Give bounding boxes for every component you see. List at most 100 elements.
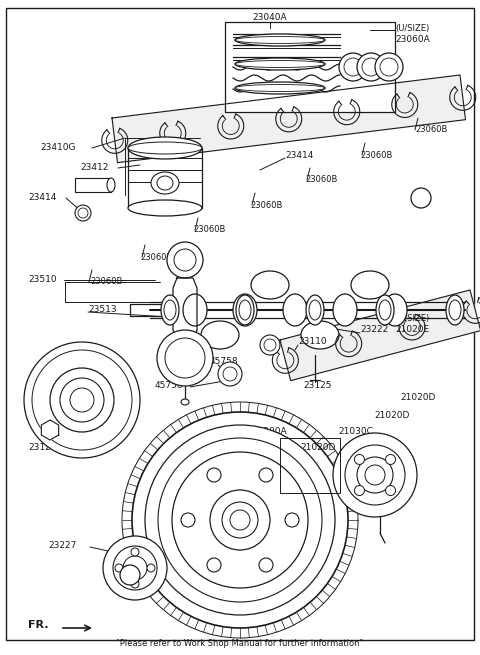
Text: 21020E: 21020E	[395, 326, 429, 335]
Circle shape	[259, 558, 273, 572]
Ellipse shape	[333, 294, 357, 326]
Ellipse shape	[128, 142, 202, 154]
Text: (U/SIZE): (U/SIZE)	[395, 24, 429, 33]
Ellipse shape	[235, 60, 325, 67]
Ellipse shape	[376, 295, 394, 325]
Text: 23060B: 23060B	[193, 225, 226, 234]
Circle shape	[218, 362, 242, 386]
Ellipse shape	[151, 172, 179, 194]
Ellipse shape	[128, 200, 202, 216]
Circle shape	[357, 53, 385, 81]
Polygon shape	[41, 420, 59, 440]
Text: 23414: 23414	[28, 193, 56, 202]
Text: (U/SIZE): (U/SIZE)	[395, 314, 429, 322]
Polygon shape	[173, 278, 197, 340]
Text: 23222: 23222	[360, 326, 388, 335]
Circle shape	[132, 412, 348, 628]
Circle shape	[32, 350, 132, 450]
Ellipse shape	[379, 300, 391, 320]
Text: 21020D: 21020D	[300, 443, 336, 451]
Circle shape	[60, 378, 104, 422]
Text: 23227: 23227	[48, 540, 76, 550]
Ellipse shape	[306, 295, 324, 325]
Circle shape	[365, 465, 385, 485]
Text: 23060B: 23060B	[90, 278, 122, 286]
Ellipse shape	[235, 34, 325, 46]
Polygon shape	[112, 75, 466, 162]
Circle shape	[354, 485, 364, 496]
Text: "Please refer to Work Shop Manual for further information": "Please refer to Work Shop Manual for fu…	[116, 639, 364, 648]
Circle shape	[113, 546, 157, 590]
Text: 23200A: 23200A	[252, 428, 287, 436]
Bar	[225, 22, 395, 112]
Ellipse shape	[283, 294, 307, 326]
Circle shape	[78, 208, 88, 218]
Circle shape	[259, 468, 273, 482]
Circle shape	[120, 565, 140, 585]
Text: 23060B: 23060B	[360, 151, 392, 160]
Circle shape	[375, 53, 403, 81]
Circle shape	[131, 548, 139, 556]
Text: 23510: 23510	[28, 276, 57, 284]
Ellipse shape	[239, 300, 251, 320]
Circle shape	[167, 242, 203, 278]
Ellipse shape	[449, 300, 461, 320]
Ellipse shape	[157, 176, 173, 190]
Circle shape	[115, 564, 123, 572]
Circle shape	[123, 556, 147, 580]
Text: 23410G: 23410G	[40, 143, 75, 153]
Ellipse shape	[201, 321, 239, 349]
Circle shape	[222, 502, 258, 538]
Circle shape	[333, 433, 417, 517]
Text: 23414: 23414	[285, 151, 313, 160]
Circle shape	[339, 53, 367, 81]
Circle shape	[174, 249, 196, 271]
Circle shape	[207, 558, 221, 572]
Text: 23060B: 23060B	[250, 200, 282, 210]
Ellipse shape	[161, 295, 179, 325]
Circle shape	[264, 339, 276, 351]
Text: 23060B: 23060B	[305, 176, 337, 185]
Text: 23060B: 23060B	[415, 126, 447, 134]
Ellipse shape	[235, 37, 325, 43]
Circle shape	[230, 510, 250, 530]
Ellipse shape	[301, 321, 339, 349]
Circle shape	[165, 338, 205, 378]
Text: 23060B: 23060B	[140, 252, 172, 261]
Circle shape	[260, 335, 280, 355]
Text: 21020D: 21020D	[400, 394, 435, 403]
Circle shape	[385, 455, 396, 464]
Circle shape	[210, 490, 270, 550]
Text: 21020D: 21020D	[374, 411, 409, 419]
Text: 23412: 23412	[80, 164, 108, 172]
Ellipse shape	[309, 300, 321, 320]
Ellipse shape	[446, 295, 464, 325]
Circle shape	[24, 342, 140, 458]
Text: 23060A: 23060A	[395, 35, 430, 45]
Circle shape	[75, 205, 91, 221]
Text: 23513: 23513	[88, 305, 117, 314]
Circle shape	[223, 367, 237, 381]
Ellipse shape	[235, 58, 325, 70]
Text: 23127B: 23127B	[28, 443, 62, 453]
Circle shape	[158, 438, 322, 602]
Ellipse shape	[233, 294, 257, 326]
Text: 21020D: 21020D	[268, 457, 303, 466]
Ellipse shape	[251, 271, 289, 299]
Ellipse shape	[235, 84, 325, 92]
Circle shape	[70, 388, 94, 412]
Ellipse shape	[351, 271, 389, 299]
Circle shape	[181, 513, 195, 527]
Circle shape	[362, 58, 380, 76]
Circle shape	[285, 513, 299, 527]
Circle shape	[157, 330, 213, 386]
Text: 23226B: 23226B	[358, 451, 393, 460]
Circle shape	[145, 425, 335, 615]
Circle shape	[411, 188, 431, 208]
Circle shape	[344, 58, 362, 76]
Text: A: A	[418, 193, 424, 202]
Text: 23110: 23110	[298, 337, 326, 346]
Bar	[75, 178, 111, 192]
Circle shape	[345, 445, 405, 505]
Circle shape	[50, 368, 114, 432]
